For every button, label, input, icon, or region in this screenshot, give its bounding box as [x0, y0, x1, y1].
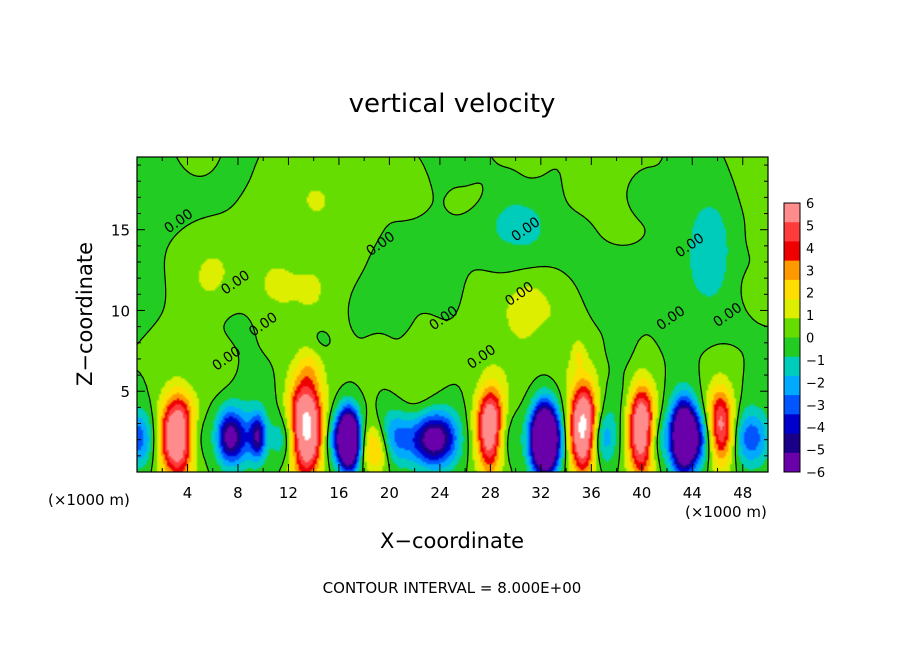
x-tick-label: 12	[279, 484, 298, 502]
colorbar-tick-label: 5	[806, 219, 814, 234]
colorbar-swatch	[784, 337, 800, 358]
x-tick-label: 48	[733, 484, 752, 502]
colorbar-swatch	[784, 203, 800, 223]
colorbar-swatch	[784, 452, 800, 473]
y-tick-label: 5	[120, 383, 130, 401]
x-tick-label: 32	[531, 484, 550, 502]
colorbar-tick-label: 1	[806, 309, 814, 324]
colorbar-swatch	[784, 433, 800, 454]
colorbar-swatch	[784, 414, 800, 435]
y-tick-label: 10	[111, 302, 130, 320]
x-tick-label: 4	[183, 484, 193, 502]
colorbar-tick-label: 6	[806, 197, 814, 212]
colorbar-frame	[783, 202, 801, 473]
colorbar-swatch	[784, 299, 800, 319]
colorbar-tick-label: −2	[806, 376, 825, 391]
y-tick-label: 15	[111, 222, 130, 240]
colorbar-tick-label: −4	[806, 421, 825, 436]
colorbar-swatch	[784, 279, 800, 300]
x-axis-unit: (×1000 m)	[48, 491, 130, 509]
colorbar-swatch	[784, 395, 800, 415]
x-tick-label: 28	[481, 484, 500, 502]
chart-title: vertical velocity	[349, 89, 556, 119]
x-axis-ticks: 4 8 12 16 20 24 28 32 36 40 44 48	[161, 157, 752, 502]
colorbar-tick-label: 2	[806, 287, 814, 302]
colorbar: 6 5 4 3 2 1 0 −1 −2 −3 −4 −5 −6	[783, 197, 825, 481]
colorbar-swatch	[784, 356, 800, 377]
x-tick-label: 24	[430, 484, 449, 502]
colorbar-swatch	[784, 260, 800, 281]
colorbar-tick-label: −5	[806, 444, 825, 459]
colorbar-swatch	[784, 241, 800, 262]
x-tick-label: 40	[632, 484, 651, 502]
colorbar-tick-label: −6	[806, 466, 825, 481]
colorbar-tick-label: 3	[806, 264, 814, 279]
contour-interval-note: CONTOUR INTERVAL = 8.000E+00	[323, 579, 582, 597]
y-axis-unit: (×1000 m)	[685, 503, 767, 521]
colorbar-swatch	[784, 375, 800, 396]
x-tick-label: 8	[233, 484, 243, 502]
x-axis-label: X−coordinate	[380, 529, 524, 553]
colorbar-tick-label: 0	[806, 332, 814, 347]
zero-contours	[137, 157, 768, 472]
x-tick-label: 16	[329, 484, 348, 502]
contour-line	[137, 157, 768, 472]
colorbar-tick-label: −1	[806, 354, 825, 369]
colorbar-tick-label: −3	[806, 399, 825, 414]
x-tick-label: 44	[683, 484, 702, 502]
colorbar-tick-label: 4	[806, 242, 814, 257]
colorbar-swatch	[784, 222, 800, 242]
x-tick-label: 20	[380, 484, 399, 502]
colorbar-swatch	[784, 318, 800, 338]
x-tick-label: 36	[582, 484, 601, 502]
y-axis-ticks: 5 10 15	[111, 164, 768, 457]
plot-frame	[136, 156, 769, 473]
y-axis-label: Z−coordinate	[73, 242, 97, 386]
